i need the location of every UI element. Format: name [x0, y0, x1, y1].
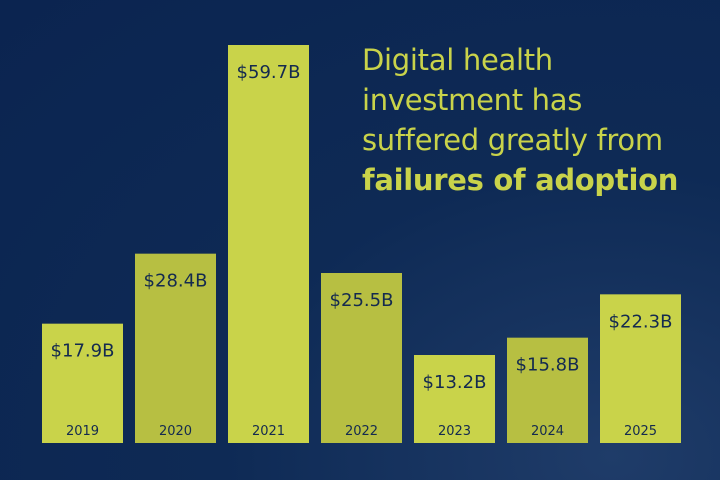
value-label-2022: $25.5B	[330, 290, 394, 311]
value-label-2021: $59.7B	[237, 62, 301, 83]
bar-2019	[42, 323, 123, 443]
value-label-2024: $15.8B	[516, 355, 580, 376]
bar-2024	[507, 337, 588, 443]
headline-line-2: investment has	[362, 83, 583, 117]
headline-line-4: failures of adoption	[362, 163, 679, 197]
value-label-2025: $22.3B	[609, 311, 673, 332]
year-label-2019: 2019	[66, 424, 99, 439]
headline-line-3: suffered greatly from	[362, 123, 663, 157]
year-label-2025: 2025	[624, 424, 657, 439]
bar-2025	[600, 294, 681, 443]
year-label-2020: 2020	[159, 424, 192, 439]
bar-2020	[135, 253, 216, 443]
year-label-2022: 2022	[345, 424, 378, 439]
year-label-2021: 2021	[252, 424, 285, 439]
value-label-2019: $17.9B	[51, 341, 115, 362]
headline-line-1: Digital health	[362, 43, 553, 77]
year-label-2024: 2024	[531, 424, 564, 439]
bar-2022	[321, 273, 402, 443]
value-label-2020: $28.4B	[144, 271, 208, 292]
chart-headline: Digital health investment has suffered g…	[362, 40, 712, 200]
bar-2021	[228, 45, 309, 443]
year-label-2023: 2023	[438, 424, 471, 439]
bar-2023	[414, 355, 495, 443]
value-label-2023: $13.2B	[423, 372, 487, 393]
